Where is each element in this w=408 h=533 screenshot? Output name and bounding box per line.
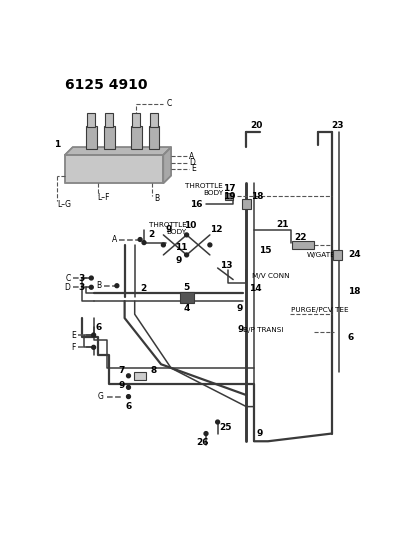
Text: 23: 23 xyxy=(331,121,344,130)
Circle shape xyxy=(142,241,146,245)
Text: D: D xyxy=(189,158,195,167)
Circle shape xyxy=(89,285,93,289)
Text: 17: 17 xyxy=(223,184,235,193)
Circle shape xyxy=(126,385,131,389)
Text: 21: 21 xyxy=(277,220,289,229)
Bar xyxy=(149,126,160,149)
Text: W/GATE: W/GATE xyxy=(307,252,335,258)
Circle shape xyxy=(89,276,93,280)
Bar xyxy=(132,113,140,127)
Circle shape xyxy=(126,374,131,378)
Text: C: C xyxy=(166,100,172,109)
Text: F: F xyxy=(71,343,76,352)
Text: 10: 10 xyxy=(184,221,197,230)
Text: 12: 12 xyxy=(210,225,222,234)
Text: 8: 8 xyxy=(150,366,156,375)
Text: C: C xyxy=(65,273,70,282)
Circle shape xyxy=(204,432,208,435)
Text: 1: 1 xyxy=(54,140,60,149)
Text: 19: 19 xyxy=(223,192,235,201)
Bar xyxy=(86,126,97,149)
Text: G: G xyxy=(98,392,104,401)
Circle shape xyxy=(126,394,131,399)
Text: 16: 16 xyxy=(190,199,202,208)
Text: 24: 24 xyxy=(348,251,360,260)
Text: A: A xyxy=(112,235,117,244)
Circle shape xyxy=(185,253,188,257)
Text: 2: 2 xyxy=(148,230,154,239)
Text: 9: 9 xyxy=(236,304,242,313)
Circle shape xyxy=(162,243,165,247)
Text: THROTTLE
BODY: THROTTLE BODY xyxy=(149,222,186,235)
Text: 18: 18 xyxy=(348,287,360,296)
Polygon shape xyxy=(163,147,171,183)
Bar xyxy=(65,155,163,183)
Text: 11: 11 xyxy=(175,243,187,252)
Text: 15: 15 xyxy=(259,246,271,255)
Text: 6: 6 xyxy=(125,402,132,411)
Text: 9: 9 xyxy=(256,429,263,438)
Text: B/P TRANSI: B/P TRANSI xyxy=(243,327,284,333)
Text: 7: 7 xyxy=(118,366,124,375)
Text: D: D xyxy=(64,283,70,292)
Bar xyxy=(150,113,158,127)
Bar xyxy=(87,113,95,127)
Text: 26: 26 xyxy=(196,438,208,447)
Circle shape xyxy=(138,238,142,241)
Circle shape xyxy=(216,420,220,424)
Text: PURGE/PCV TEE: PURGE/PCV TEE xyxy=(291,308,349,313)
Text: B: B xyxy=(96,281,101,290)
Text: 2: 2 xyxy=(140,284,146,293)
Bar xyxy=(131,126,142,149)
Text: 9: 9 xyxy=(166,225,172,234)
Circle shape xyxy=(185,233,188,237)
Text: 9: 9 xyxy=(238,325,244,334)
Text: 5: 5 xyxy=(184,283,190,292)
Text: L–G: L–G xyxy=(57,199,71,208)
Text: L–F: L–F xyxy=(98,193,110,203)
Text: THROTTLE
BODY: THROTTLE BODY xyxy=(185,183,223,196)
Circle shape xyxy=(92,345,95,349)
Polygon shape xyxy=(65,147,171,155)
Text: 18: 18 xyxy=(251,192,264,201)
Text: 3: 3 xyxy=(79,283,85,292)
Text: B: B xyxy=(154,194,159,203)
Bar xyxy=(242,199,251,209)
Text: 13: 13 xyxy=(220,261,233,270)
Circle shape xyxy=(92,333,95,337)
Text: 25: 25 xyxy=(219,423,232,432)
Bar xyxy=(333,251,342,260)
Text: 22: 22 xyxy=(294,233,307,241)
Text: 9: 9 xyxy=(176,256,182,265)
Bar xyxy=(225,192,233,200)
Text: 3: 3 xyxy=(79,273,85,282)
Text: 6125 4910: 6125 4910 xyxy=(65,78,147,92)
Text: E: E xyxy=(191,164,196,173)
Text: M/V CONN: M/V CONN xyxy=(253,273,290,279)
Bar xyxy=(105,113,113,127)
Bar xyxy=(180,292,194,303)
Text: 6: 6 xyxy=(96,323,102,332)
Bar xyxy=(292,241,314,249)
Text: E: E xyxy=(71,330,76,340)
Bar xyxy=(134,372,146,379)
Text: 4: 4 xyxy=(184,304,190,313)
Text: A: A xyxy=(189,152,194,161)
Bar xyxy=(104,126,115,149)
Text: 9: 9 xyxy=(118,381,124,390)
Circle shape xyxy=(115,284,119,288)
Circle shape xyxy=(208,243,212,247)
Text: 6: 6 xyxy=(348,333,354,342)
Text: 20: 20 xyxy=(250,121,263,130)
Text: 14: 14 xyxy=(248,284,261,293)
